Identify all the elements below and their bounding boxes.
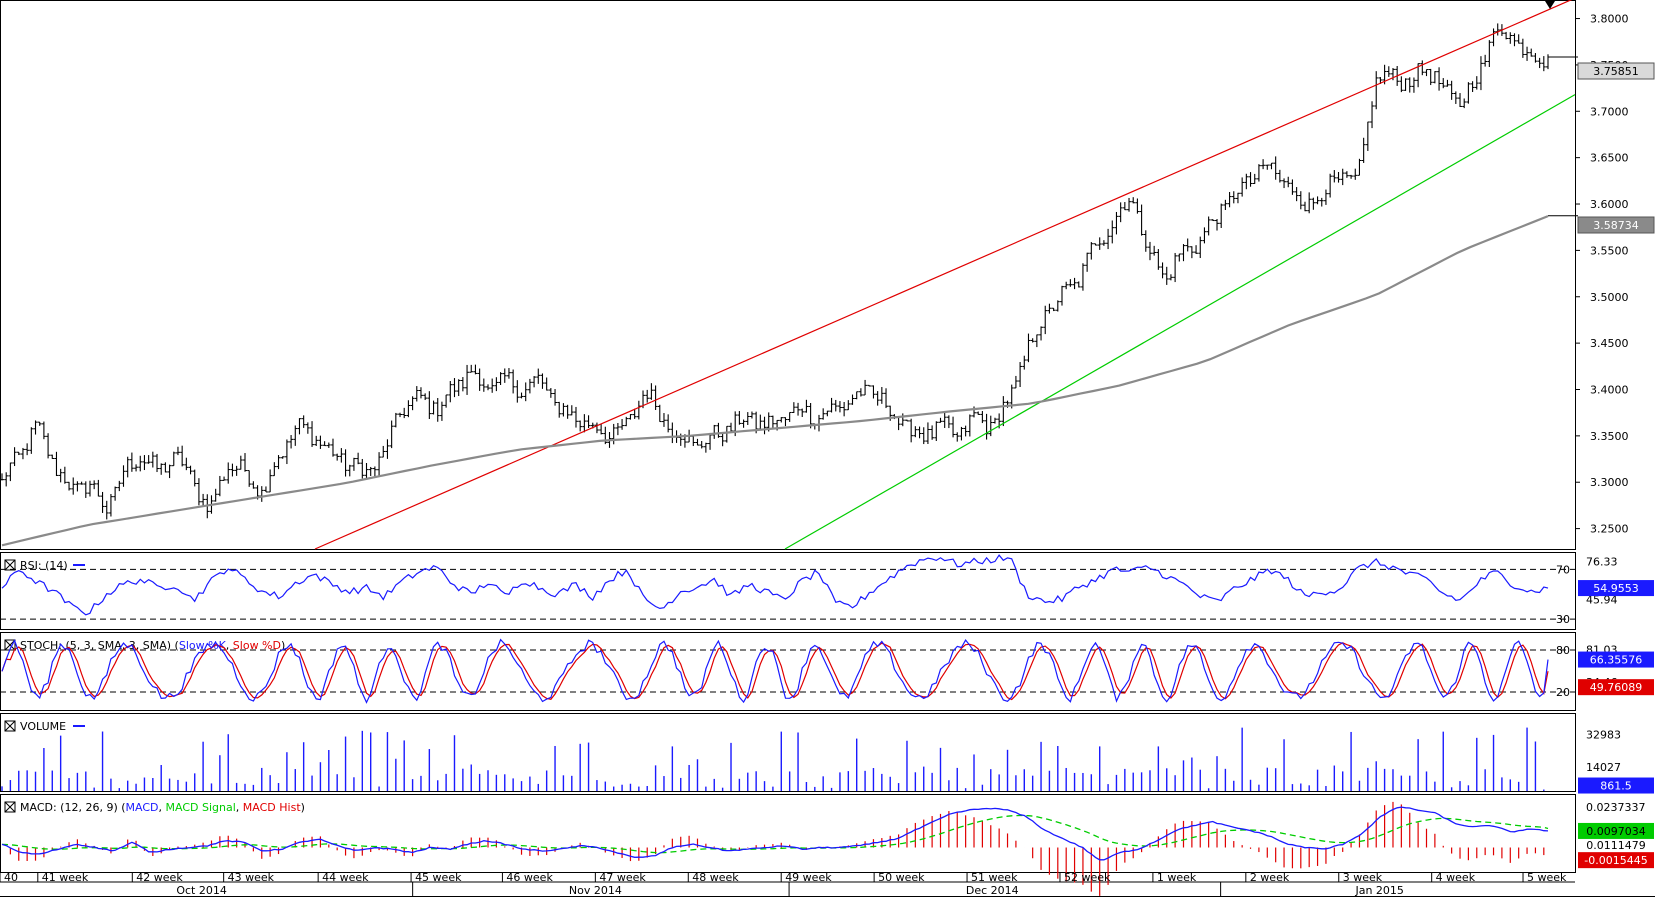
rsi-level-30-label: 30 <box>1556 613 1570 626</box>
week-label: 43 week <box>228 871 275 884</box>
rsi-panel: RSI: (14) 70 30 76.33 45.94 54.9553 <box>0 555 1654 626</box>
rsi-label: RSI: (14) <box>20 559 68 572</box>
stoch-level-80-label: 80 <box>1556 644 1570 657</box>
ma-price-tag: 3.58734 <box>1593 219 1639 232</box>
price-tick-label: 3.2500 <box>1590 523 1629 536</box>
price-tick-label: 3.4500 <box>1590 337 1629 350</box>
time-axis: 40 41 week 42 week 43 week 44 week 45 week 46 … <box>0 871 1567 897</box>
price-tick-label: 3.8000 <box>1590 13 1629 26</box>
price-tick-label: 3.7000 <box>1590 105 1629 118</box>
week-label: 49 week <box>785 871 832 884</box>
rsi-axis-value-1: 76.33 <box>1586 556 1618 569</box>
macd-tick-1: 0.0237337 <box>1586 801 1646 814</box>
macd-current-tag: 0.0097034 <box>1586 825 1646 838</box>
week-label: 5 week <box>1527 871 1567 884</box>
week-label: 48 week <box>692 871 739 884</box>
support-trendline[interactable] <box>785 95 1575 549</box>
stoch-level-20-label: 20 <box>1556 686 1570 699</box>
month-label: Jan 2015 <box>1354 884 1403 897</box>
rsi-frame <box>1 553 1576 630</box>
week-label: 46 week <box>506 871 553 884</box>
price-tick-label: 3.4000 <box>1590 383 1629 396</box>
rsi-current-tag: 54.9553 <box>1593 582 1639 595</box>
week-label: 1 week <box>1157 871 1197 884</box>
price-tick-label: 3.3000 <box>1590 476 1629 489</box>
volume-frame <box>1 714 1576 792</box>
rsi-line <box>2 555 1548 615</box>
week-label: 45 week <box>415 871 462 884</box>
stoch-panel: STOCH: (5, 3, SMA, 3, SMA) (Slow %K, Slo… <box>0 639 1654 702</box>
week-label: 52 week <box>1064 871 1111 884</box>
month-label: Dec 2014 <box>966 884 1019 897</box>
week-label: 4 week <box>1436 871 1476 884</box>
price-bars <box>0 23 1578 519</box>
price-tick-label: 3.5000 <box>1590 291 1629 304</box>
volume-tick-1: 32983 <box>1586 728 1621 741</box>
price-tick-label: 3.3500 <box>1590 430 1629 443</box>
week-label: 50 week <box>878 871 925 884</box>
macd-label: MACD: (12, 26, 9) (MACD, MACD Signal, MA… <box>20 801 305 814</box>
volume-label: VOLUME <box>20 720 66 733</box>
week-label: 40 <box>4 871 18 884</box>
moving-average-line <box>2 216 1548 545</box>
volume-tick-2: 14027 <box>1586 761 1621 774</box>
week-label: 41 week <box>42 871 89 884</box>
macd-hist-tag: -0.0015445 <box>1584 854 1647 867</box>
month-label: Nov 2014 <box>569 884 622 897</box>
week-label: 2 week <box>1250 871 1290 884</box>
last-price-tag: 3.75851 <box>1593 65 1639 78</box>
price-axis: 3.80003.75003.70003.65003.60003.55003.50… <box>1575 13 1629 536</box>
resistance-trendline[interactable] <box>315 0 1575 549</box>
week-label: 42 week <box>136 871 183 884</box>
week-label: 3 week <box>1343 871 1383 884</box>
price-tick-label: 3.6000 <box>1590 198 1629 211</box>
month-label: Oct 2014 <box>176 884 227 897</box>
macd-signal-tag: 0.0111479 <box>1586 839 1646 852</box>
stoch-k-tag: 66.35576 <box>1590 654 1643 667</box>
price-tick-label: 3.5500 <box>1590 244 1629 257</box>
rsi-level-70-label: 70 <box>1556 563 1570 576</box>
week-label: 47 week <box>599 871 646 884</box>
macd-line <box>2 807 1548 860</box>
stoch-d-tag: 49.76089 <box>1590 681 1643 694</box>
week-label: 44 week <box>322 871 369 884</box>
volume-panel: VOLUME 32983 14027 861.5 <box>2 720 1654 794</box>
volume-current-tag: 861.5 <box>1600 780 1632 793</box>
volume-bars <box>2 728 1544 791</box>
price-tick-label: 3.6500 <box>1590 152 1629 165</box>
week-label: 51 week <box>971 871 1018 884</box>
